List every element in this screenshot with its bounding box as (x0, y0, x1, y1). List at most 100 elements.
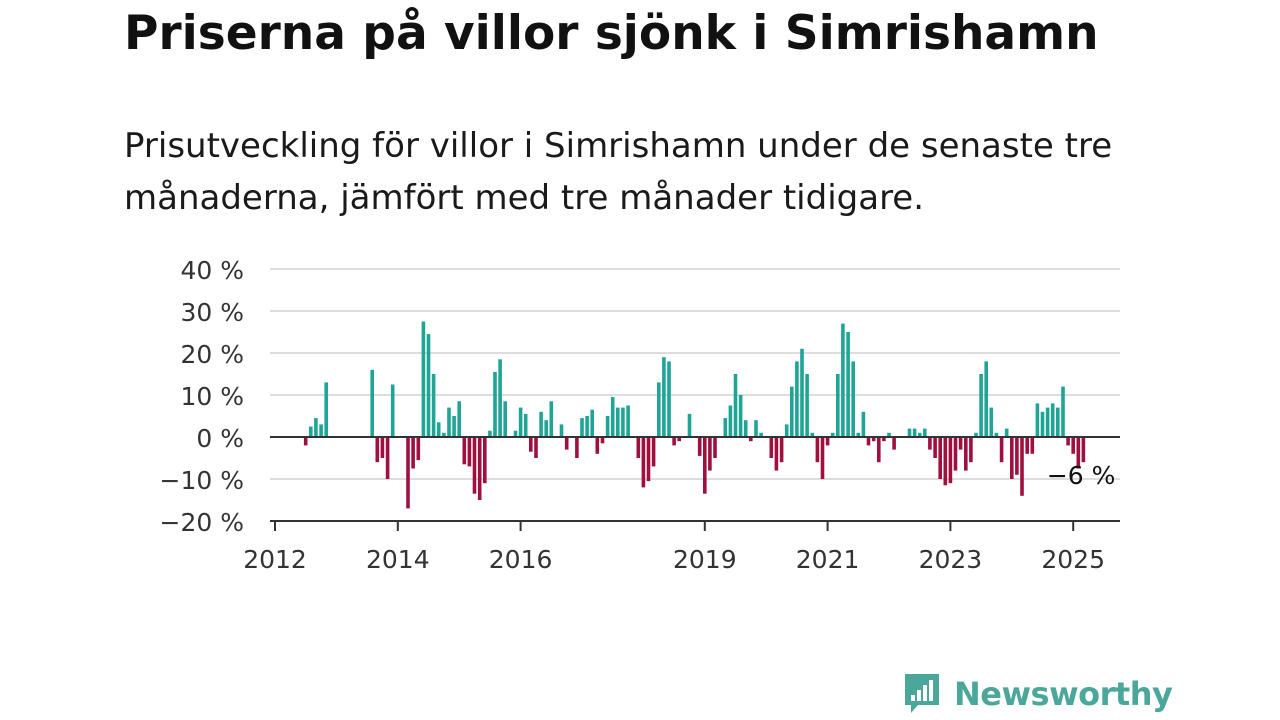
bar (1025, 437, 1029, 454)
bar (800, 348, 804, 437)
bar (518, 407, 523, 437)
bar (882, 437, 886, 442)
bar (390, 384, 395, 437)
bar (917, 432, 922, 437)
bar (610, 397, 615, 437)
bar (1071, 437, 1075, 454)
bar (411, 437, 415, 469)
bar (948, 437, 953, 484)
y-tick-label: 10 % (180, 382, 244, 411)
last-value-label: −6 % (1047, 461, 1116, 490)
bar (774, 437, 779, 471)
y-tick-label: −10 % (160, 466, 244, 495)
bar (795, 361, 799, 437)
bar (1015, 437, 1019, 475)
bar (677, 437, 681, 442)
x-tick-label: 2021 (796, 545, 860, 574)
bar (938, 437, 942, 479)
bar (912, 428, 917, 437)
bar (498, 359, 502, 437)
bar (672, 437, 676, 446)
bar (687, 413, 692, 437)
bar (1045, 407, 1050, 437)
bar (472, 437, 477, 494)
x-tick-label: 2023 (919, 545, 983, 574)
y-tick-label: 30 % (180, 298, 244, 327)
brand-logo: Newsworthy (902, 670, 1173, 718)
bar (616, 407, 620, 437)
bar (805, 374, 809, 437)
bar (1020, 437, 1024, 496)
bar (754, 420, 758, 437)
bar (503, 401, 507, 437)
y-tick-label: 20 % (180, 340, 244, 369)
bar (662, 357, 666, 437)
bar (580, 418, 584, 437)
bar (964, 437, 968, 471)
bar (810, 432, 815, 437)
bar (380, 437, 385, 458)
bar (928, 437, 932, 450)
bar (1004, 428, 1009, 437)
bar (651, 437, 656, 467)
bar (825, 437, 830, 446)
bar (994, 432, 999, 437)
bar (861, 411, 866, 437)
x-tick-label: 2012 (243, 545, 307, 574)
bar (769, 437, 774, 458)
x-tick-label: 2025 (1041, 545, 1105, 574)
bar (493, 371, 497, 437)
bar (892, 437, 896, 450)
bar (626, 405, 630, 437)
bar (723, 418, 728, 437)
bar (923, 428, 927, 437)
bar (779, 437, 784, 463)
bar (999, 437, 1004, 463)
x-tick-label: 2016 (489, 545, 553, 574)
bar (549, 401, 554, 437)
bar (733, 374, 738, 437)
bar (314, 418, 318, 437)
bar (539, 411, 543, 437)
bar (759, 432, 763, 437)
bar (820, 437, 825, 479)
bar (984, 361, 988, 437)
bar (1030, 437, 1035, 454)
bar (877, 437, 881, 463)
bar (697, 437, 702, 456)
bar (708, 437, 712, 471)
bar (442, 432, 446, 437)
bar (529, 437, 533, 452)
bar (544, 420, 548, 437)
bar (830, 432, 835, 437)
bar (426, 334, 431, 437)
bar (738, 395, 743, 437)
bar (559, 424, 564, 437)
bar (406, 437, 410, 509)
bar (385, 437, 390, 479)
chart-subtitle: Prisutveckling för villor i Simrishamn u… (124, 126, 1113, 218)
bar (431, 374, 436, 437)
bar (319, 424, 323, 437)
bar (534, 437, 538, 458)
bar (370, 369, 374, 437)
bar (958, 437, 963, 450)
bar (866, 437, 871, 446)
bar (790, 386, 794, 437)
bar (974, 432, 978, 437)
bar (1081, 437, 1086, 463)
bar (447, 407, 451, 437)
bar (595, 437, 600, 454)
bar (523, 413, 528, 437)
bar (836, 374, 840, 437)
bar (784, 424, 789, 437)
bar (713, 437, 717, 458)
bar (856, 432, 861, 437)
bar (743, 420, 748, 437)
bar (1040, 411, 1045, 437)
bar (467, 437, 472, 467)
bar (887, 432, 891, 437)
newsworthy-logo-icon (905, 674, 939, 713)
bar (324, 382, 328, 437)
